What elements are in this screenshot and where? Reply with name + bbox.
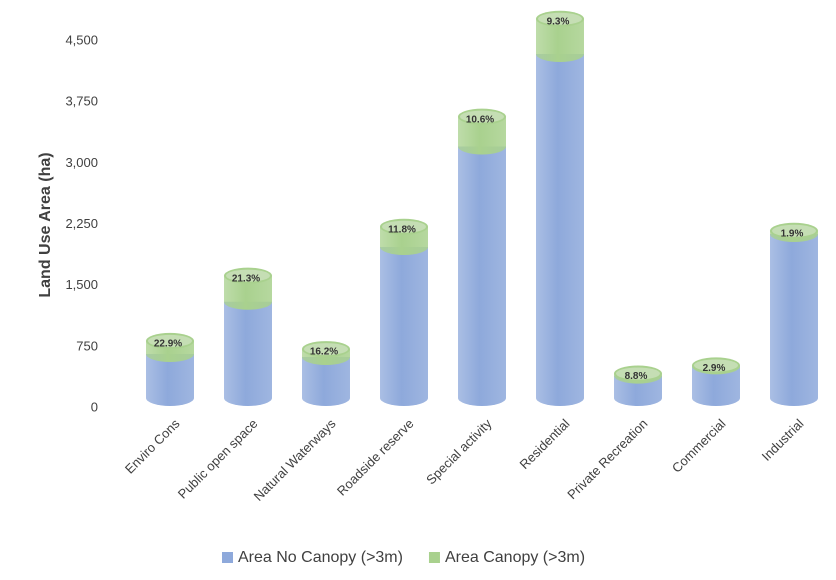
cylinder-body: [380, 226, 428, 255]
cylinder-top-highlight: [538, 12, 582, 25]
cylinder-body: [302, 356, 350, 406]
cylinder-body: [224, 275, 272, 310]
cylinder-top-highlight: [226, 269, 270, 282]
x-tick-label: Residential: [516, 416, 572, 472]
x-tick-label: Private Recreation: [564, 416, 650, 502]
cylinder-top-highlight: [460, 110, 504, 123]
x-tick-label: Special activity: [423, 416, 495, 488]
x-tick-label: Enviro Cons: [122, 416, 183, 477]
cylinder-body: [536, 18, 584, 62]
cylinder-body: [146, 353, 194, 406]
y-tick-label: 2,250: [65, 216, 98, 231]
x-tick-label: Commercial: [669, 416, 729, 476]
x-tick-label: Industrial: [759, 416, 807, 464]
data-label: 16.2%: [310, 347, 338, 358]
data-label: 10.6%: [466, 114, 494, 125]
data-label: 21.3%: [232, 273, 260, 284]
data-label: 11.8%: [388, 224, 416, 235]
cylinder-top-highlight: [772, 224, 816, 237]
data-label: 22.9%: [154, 339, 182, 350]
cylinder-body: [614, 375, 662, 406]
legend-label: Area Canopy (>3m): [445, 549, 585, 566]
y-tick-label: 0: [91, 399, 98, 414]
bar-segment: [536, 53, 584, 407]
bar-segment: [146, 353, 194, 406]
y-tick-label: 3,000: [65, 155, 98, 170]
cylinder-body: [692, 366, 740, 406]
cylinder-body: [380, 246, 428, 406]
x-tick-label: Public open space: [175, 416, 261, 502]
legend-swatch: [222, 552, 233, 563]
cylinder-top-highlight: [616, 367, 660, 380]
data-label: 2.9%: [703, 363, 726, 374]
x-tick-label: Roadside reserve: [334, 416, 417, 499]
bar-segment: [614, 375, 662, 406]
bar-segment: [380, 246, 428, 406]
cylinder-body: [458, 116, 506, 155]
cylinder-top-highlight: [382, 220, 426, 233]
bar-segment: [224, 301, 272, 406]
data-label: 8.8%: [625, 371, 648, 382]
data-label: 1.9%: [781, 228, 804, 239]
cylinder-body: [770, 233, 818, 406]
y-tick-label: 750: [76, 338, 98, 353]
bar-segment: [458, 146, 506, 406]
cylinder-top-highlight: [148, 334, 192, 347]
data-label: 9.3%: [547, 16, 570, 27]
bar-segment: [770, 233, 818, 406]
y-tick-label: 1,500: [65, 277, 98, 292]
legend-label: Area No Canopy (>3m): [238, 549, 403, 566]
cylinder-top-highlight: [304, 343, 348, 356]
cylinder-body: [536, 53, 584, 407]
cylinder-top-highlight: [694, 359, 738, 372]
y-axis-title: Land Use Area (ha): [37, 152, 54, 297]
cylinder-body: [458, 146, 506, 406]
y-tick-label: 3,750: [65, 94, 98, 109]
bar-segment: [692, 366, 740, 406]
x-tick-label: Natural Waterways: [251, 416, 339, 504]
cylinder-body: [224, 301, 272, 406]
y-tick-label: 4,500: [65, 32, 98, 47]
bar-segment: [302, 356, 350, 406]
legend-swatch: [428, 552, 440, 563]
